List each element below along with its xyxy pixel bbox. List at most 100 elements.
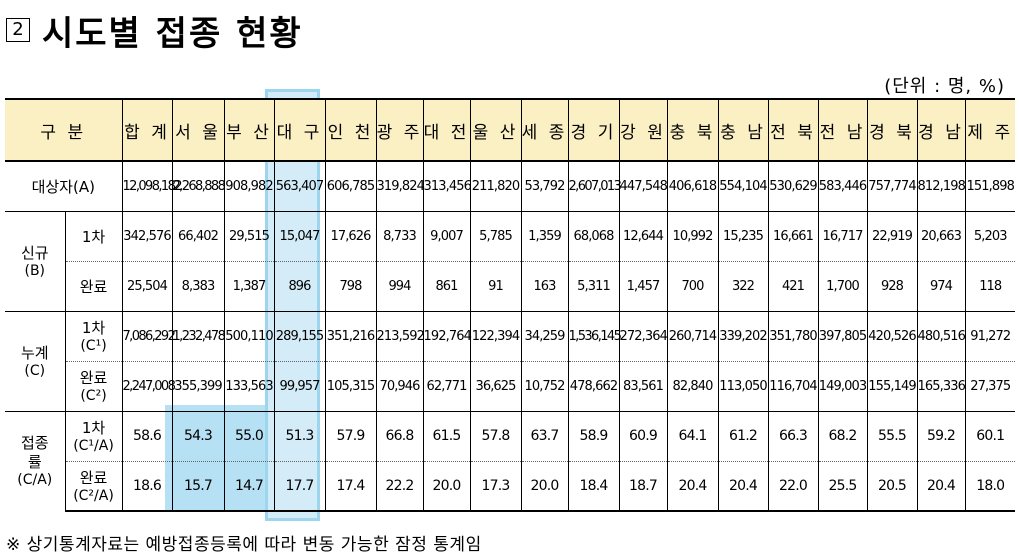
table-cell: 62,771	[422, 360, 470, 411]
table-cell: 22.0	[767, 460, 818, 512]
region-header: 대 구	[273, 98, 325, 162]
region-header: 경 남	[916, 98, 965, 162]
table-cell: 908,982	[223, 160, 274, 211]
table-cell: 20.0	[520, 460, 568, 512]
table-cell: 113,050	[717, 360, 768, 411]
cum-first-label: 1차	[81, 319, 106, 337]
rate-done-label: 완료	[79, 468, 108, 487]
table-cell: 58.9	[567, 410, 619, 461]
cum-done-row: 완료 (C²) 2,247,008 355,399 133,563 99,957 105…	[5, 360, 1015, 411]
table-cell: 260,714	[666, 310, 718, 361]
table-cell: 20.0	[422, 460, 470, 512]
table-cell: 70,946	[375, 360, 423, 411]
table-cell: 994	[375, 260, 423, 311]
table-cell: 12,644	[618, 210, 667, 261]
new-done-row: 완료 25,504 8,383 1,387 896 798 994 861 91 163 5,31…	[5, 260, 1015, 311]
table-cell: 15,047	[273, 210, 325, 261]
table-cell: 406,618	[666, 160, 718, 211]
table-cell: 17.3	[469, 460, 521, 512]
table-cell: 700	[666, 260, 718, 311]
table-cell: 861	[422, 260, 470, 311]
table-cell: 339,202	[717, 310, 768, 361]
cum-first-label-sub: (C¹)	[80, 338, 107, 354]
table-cell: 55.5	[866, 410, 917, 461]
table-cell: 63.7	[520, 410, 568, 461]
table-cell: 17,626	[324, 210, 376, 261]
table-cell: 554,104	[717, 160, 768, 211]
rate-done-row: 완료 (C²/A) 18.6 15.7 14.7 17.7 17.4 22.2 20.0 17…	[5, 460, 1015, 512]
table-cell: 1,359	[520, 210, 568, 261]
new-first-label: 1차	[64, 210, 122, 261]
table-cell: 192,764	[422, 310, 472, 361]
table-cell: 27,375	[964, 360, 1015, 411]
region-header: 울 산	[469, 98, 521, 162]
table-cell: 82,840	[666, 360, 718, 411]
unit-note: (단위 : 명, %)	[884, 76, 1005, 97]
table-cell: 22,919	[866, 210, 917, 261]
table-cell: 1,232,478	[171, 310, 226, 361]
section-title-text: 시도별 접종 현황	[42, 13, 303, 54]
cum-label: 누계	[20, 344, 49, 362]
cum-done-label-sub: (C²)	[80, 388, 107, 404]
table-cell: 896	[273, 260, 325, 311]
table-cell: 149,003	[817, 360, 867, 411]
table-cell: 15.7	[171, 460, 224, 512]
table-cell: 57.9	[324, 410, 376, 461]
table-cell: 14.7	[223, 460, 274, 512]
new-label-sub: (B)	[24, 263, 46, 279]
region-header: 광 주	[375, 98, 423, 162]
section-number-box: 2	[6, 18, 30, 42]
table-cell: 64.1	[666, 410, 718, 461]
table-cell: 8,383	[171, 260, 224, 311]
table-cell: 133,563	[223, 360, 274, 411]
rate-first-row: 접종률 (C/A) 1차 (C¹/A) 58.6 54.3 55.0 51.3 57.9…	[5, 410, 1015, 511]
table-cell: 18.4	[567, 460, 619, 512]
region-header: 강 원	[618, 98, 667, 162]
table-cell: 165,336	[916, 360, 966, 411]
table-cell: 289,155	[273, 310, 325, 361]
cum-group-label: 누계 (C)	[5, 310, 65, 411]
table-cell: 1,387	[223, 260, 274, 311]
target-row: 대상자(A) 12,098,182 2,268,888 908,982 563,407…	[5, 160, 1015, 211]
table-cell: 2,268,888	[171, 160, 226, 211]
table-cell: 25.5	[817, 460, 867, 512]
table-cell: 20.4	[916, 460, 965, 512]
table-cell: 2,247,008	[121, 360, 176, 411]
table-cell: 5,203	[964, 210, 1015, 261]
new-first-row: 신규 (B) 1차 342,576 66,402 29,515 15,047 17,62…	[5, 210, 1015, 311]
table-cell: 5,311	[567, 260, 619, 311]
table-cell: 61.5	[422, 410, 470, 461]
table-cell: 1,700	[817, 260, 867, 311]
table-cell: 447,548	[618, 160, 668, 211]
rate-label: 접종률	[20, 433, 49, 471]
table-cell: 17.4	[324, 460, 376, 512]
region-header: 경 기	[567, 98, 619, 162]
cum-label-sub: (C)	[24, 363, 46, 379]
region-header: 경 북	[866, 98, 917, 162]
table-cell: 61.2	[717, 410, 768, 461]
table-cell: 12,098,182	[121, 160, 183, 211]
table-cell: 757,774	[866, 160, 917, 211]
table-cell: 478,662	[567, 360, 619, 411]
new-label: 신규	[20, 244, 49, 262]
table-cell: 530,629	[767, 160, 818, 211]
new-group-label: 신규 (B)	[5, 210, 65, 311]
table-cell: 36,625	[469, 360, 521, 411]
table-cell: 7,086,292	[121, 310, 176, 361]
table-cell: 57.8	[469, 410, 521, 461]
table-cell: 8,733	[375, 210, 423, 261]
table-cell: 54.3	[171, 410, 224, 461]
table-cell: 421	[767, 260, 818, 311]
table-cell: 16,661	[767, 210, 818, 261]
table-cell: 5,785	[469, 210, 521, 261]
table-cell: 34,259	[520, 310, 568, 361]
region-header: 충 남	[717, 98, 768, 162]
table-cell: 397,805	[817, 310, 867, 361]
region-header: 대 전	[422, 98, 470, 162]
cum-done-label: 완료	[79, 369, 108, 387]
table-cell: 51.3	[273, 410, 325, 461]
table-cell: 53,792	[520, 160, 568, 211]
rate-group-label: 접종률 (C/A)	[5, 410, 65, 511]
table-cell: 66.3	[767, 410, 818, 461]
